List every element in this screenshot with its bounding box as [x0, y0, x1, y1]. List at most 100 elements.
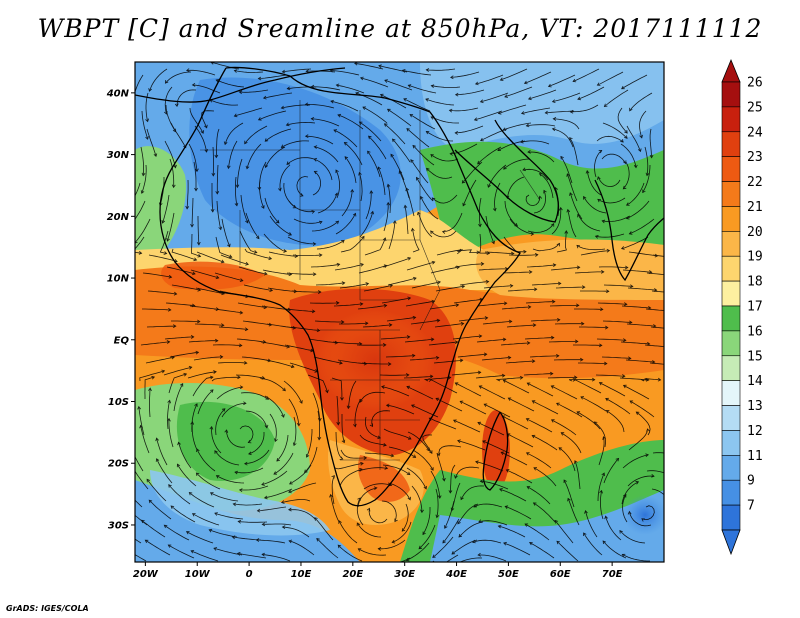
streamline-arrowhead	[411, 353, 416, 358]
streamline-arrowhead	[312, 272, 317, 277]
streamline	[579, 326, 608, 328]
streamline	[288, 540, 315, 556]
streamline-arrowhead	[299, 193, 304, 197]
streamline-arrowhead	[243, 401, 247, 406]
streamline-arrowhead	[532, 323, 537, 328]
streamline	[335, 213, 356, 235]
field-madagascar-hot	[482, 410, 510, 490]
streamline	[293, 218, 322, 224]
streamline	[186, 179, 189, 209]
streamline	[406, 128, 430, 148]
streamline-arrowhead	[591, 377, 596, 382]
streamline	[259, 179, 265, 209]
streamline-arrowhead	[461, 284, 466, 289]
streamline	[629, 218, 655, 235]
streamline	[580, 250, 610, 256]
streamline	[168, 544, 195, 559]
streamline-arrowhead	[577, 213, 581, 218]
streamline	[289, 362, 318, 372]
streamline	[334, 463, 364, 470]
streamline-arrowhead	[166, 417, 171, 422]
lon-tick-label: 40E	[445, 569, 467, 580]
streamline	[163, 366, 192, 376]
streamline-arrowhead	[576, 411, 581, 415]
streamline	[522, 168, 549, 181]
streamline	[505, 506, 532, 520]
streamline-arrowhead	[336, 421, 341, 426]
colorbar-swatch	[721, 131, 741, 157]
streamline-arrowhead	[278, 187, 282, 192]
lon-tick-label: 30E	[394, 569, 415, 580]
streamline	[645, 308, 664, 311]
streamline	[265, 359, 295, 368]
streamline-arrowhead	[191, 82, 196, 87]
streamline	[173, 383, 184, 412]
streamline-arrowhead	[362, 106, 367, 110]
streamline-arrowhead	[373, 486, 378, 491]
streamline-arrowhead	[480, 262, 485, 266]
streamline-arrowhead	[572, 377, 577, 382]
streamline	[156, 438, 168, 466]
streamline-arrowhead	[671, 346, 674, 349]
streamline-arrowhead	[482, 440, 486, 444]
streamline	[572, 68, 600, 82]
streamline-arrowhead	[264, 164, 269, 169]
streamline	[577, 86, 605, 100]
streamline	[531, 283, 561, 286]
streamline	[455, 125, 484, 134]
streamline	[336, 84, 365, 94]
streamline	[311, 86, 341, 91]
streamline	[552, 92, 581, 103]
streamline-arrowhead	[228, 254, 233, 259]
streamline-arrowhead	[585, 170, 590, 174]
streamline-arrowhead	[599, 489, 603, 494]
colorbar-swatch	[721, 305, 741, 332]
streamline	[263, 233, 287, 252]
streamline-arrowhead	[430, 230, 434, 235]
streamline	[430, 266, 460, 274]
streamline	[622, 494, 628, 523]
colorbar-swatch	[721, 280, 741, 307]
streamline-arrowhead	[167, 307, 172, 312]
lon-tick-label: 20W	[133, 569, 159, 580]
colorbar-label: 11	[747, 449, 763, 464]
streamline	[628, 428, 648, 451]
streamline-arrowhead	[556, 242, 560, 247]
streamline	[341, 414, 345, 443]
lon-tick-label: 10E	[291, 569, 312, 580]
streamline	[220, 254, 249, 265]
streamline	[406, 467, 427, 490]
streamline	[221, 218, 231, 247]
streamline	[190, 269, 219, 279]
streamline-arrowhead	[479, 99, 484, 104]
streamline-arrowhead	[233, 69, 238, 73]
streamline-arrowhead	[406, 471, 411, 476]
streamline-arrowhead	[526, 486, 531, 490]
streamline-arrowhead	[280, 105, 285, 110]
streamline	[362, 324, 392, 328]
streamline-arrowhead	[409, 114, 414, 118]
colorbar-swatch	[721, 181, 741, 207]
streamline-arrowhead	[135, 240, 138, 244]
streamline	[262, 553, 291, 562]
streamline	[641, 505, 655, 521]
streamline-arrowhead	[581, 285, 586, 290]
streamline-arrowhead	[420, 195, 424, 200]
streamline	[273, 452, 294, 475]
streamline-arrowhead	[624, 129, 628, 134]
streamline	[435, 285, 465, 292]
streamline-arrowhead	[239, 278, 244, 282]
streamline-arrowhead	[318, 220, 323, 225]
lat-tick-label: 30N	[107, 150, 130, 161]
streamline-arrowhead	[458, 533, 462, 538]
streamline	[330, 494, 340, 523]
streamline-arrowhead	[430, 84, 435, 89]
streamline-arrowhead	[186, 68, 190, 73]
streamline	[215, 128, 220, 158]
streamline-arrowhead	[560, 432, 565, 436]
streamline-arrowhead	[583, 195, 587, 200]
streamline-arrowhead	[220, 259, 225, 264]
streamline-arrowhead	[523, 249, 527, 254]
streamline-arrowhead	[454, 382, 459, 386]
streamline-arrowhead	[621, 553, 626, 558]
